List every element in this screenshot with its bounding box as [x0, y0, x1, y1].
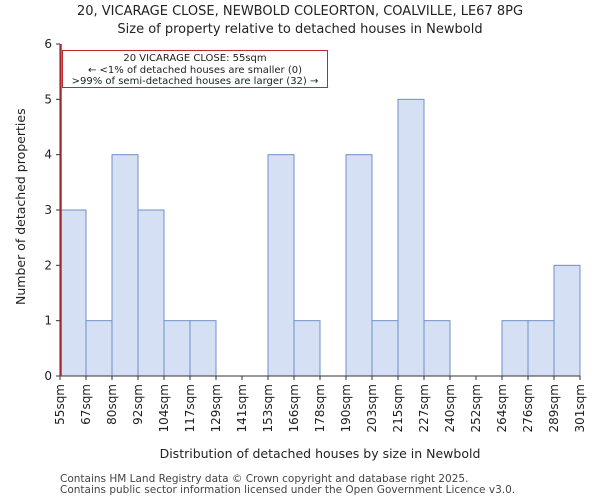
- bar-80sqm: [111, 154, 139, 377]
- x-tick-label-153sqm: 153sqm: [261, 384, 275, 432]
- x-tick-label-252sqm: 252sqm: [469, 384, 483, 432]
- y-tick-label-5: 5: [44, 92, 52, 106]
- x-tick-label-215sqm: 215sqm: [391, 384, 405, 432]
- x-tick-label-264sqm: 264sqm: [495, 384, 509, 432]
- y-tick-label-3: 3: [44, 203, 52, 217]
- x-tick-label-276sqm: 276sqm: [521, 384, 535, 432]
- bar-166sqm: [293, 320, 321, 377]
- bar-289sqm: [553, 264, 581, 377]
- x-tick-label-178sqm: 178sqm: [313, 384, 327, 432]
- bar-264sqm: [501, 320, 529, 377]
- annotation-line-3: >99% of semi-detached houses are larger …: [71, 76, 319, 87]
- x-tick-label-129sqm: 129sqm: [209, 384, 223, 432]
- y-tick-label-1: 1: [44, 314, 52, 328]
- bar-215sqm: [397, 98, 425, 377]
- x-tick-label-240sqm: 240sqm: [443, 384, 457, 432]
- y-tick-label-2: 2: [44, 258, 52, 272]
- footer-line-1: Contains HM Land Registry data © Crown c…: [60, 473, 469, 485]
- y-tick-label-6: 6: [44, 37, 52, 51]
- x-tick-label-117sqm: 117sqm: [183, 384, 197, 432]
- bar-92sqm: [137, 209, 165, 377]
- x-tick-label-190sqm: 190sqm: [339, 384, 353, 432]
- x-tick-label-92sqm: 92sqm: [131, 384, 145, 425]
- x-tick-label-55sqm: 55sqm: [53, 384, 67, 425]
- x-tick-label-301sqm: 301sqm: [573, 384, 587, 432]
- footer-line-2: Contains public sector information licen…: [60, 484, 516, 496]
- bar-55sqm: [59, 209, 87, 377]
- y-tick-label-4: 4: [44, 148, 52, 162]
- x-tick-label-289sqm: 289sqm: [547, 384, 561, 432]
- bar-203sqm: [371, 320, 399, 377]
- chart-title: 20, VICARAGE CLOSE, NEWBOLD COLEORTON, C…: [76, 4, 524, 19]
- bar-104sqm: [163, 320, 191, 377]
- y-axis-label-text: Number of detached properties: [13, 108, 28, 305]
- bar-227sqm: [423, 320, 451, 377]
- x-tick-label-203sqm: 203sqm: [365, 384, 379, 432]
- bar-153sqm: [267, 154, 295, 377]
- annotation-line-2: ← <1% of detached houses are smaller (0): [88, 64, 302, 76]
- annotation-box: 20 VICARAGE CLOSE: 55sqm ← <1% of detach…: [62, 50, 328, 88]
- bar-67sqm: [85, 320, 113, 377]
- y-tick-label-0: 0: [44, 369, 52, 383]
- x-tick-label-104sqm: 104sqm: [157, 384, 171, 432]
- bar-190sqm: [345, 154, 373, 377]
- x-tick-label-166sqm: 166sqm: [287, 384, 301, 432]
- x-tick-label-227sqm: 227sqm: [417, 384, 431, 432]
- chart-subtitle: Size of property relative to detached ho…: [117, 22, 483, 37]
- bar-117sqm: [189, 320, 217, 377]
- x-axis-label: Distribution of detached houses by size …: [159, 446, 481, 461]
- annotation-line-1: 20 VICARAGE CLOSE: 55sqm: [123, 53, 267, 64]
- x-tick-label-141sqm: 141sqm: [235, 384, 249, 432]
- bar-276sqm: [527, 320, 555, 377]
- x-tick-label-80sqm: 80sqm: [105, 384, 119, 425]
- x-tick-label-67sqm: 67sqm: [79, 384, 93, 425]
